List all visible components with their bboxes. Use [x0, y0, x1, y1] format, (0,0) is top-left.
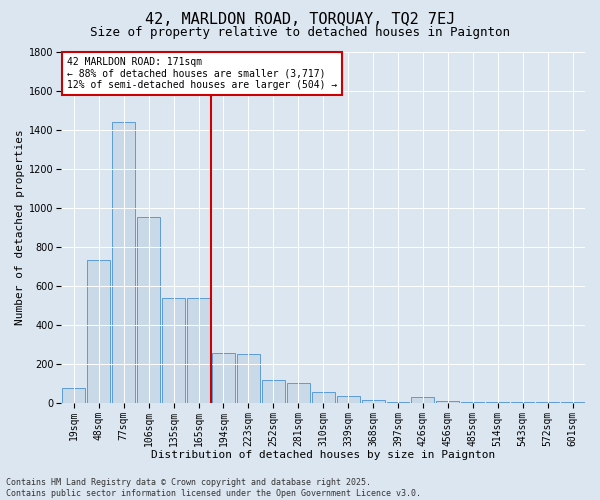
- Bar: [287, 384, 310, 403]
- Text: 42, MARLDON ROAD, TORQUAY, TQ2 7EJ: 42, MARLDON ROAD, TORQUAY, TQ2 7EJ: [145, 12, 455, 28]
- Bar: [511, 402, 534, 403]
- Bar: [212, 353, 235, 403]
- Bar: [162, 298, 185, 403]
- Bar: [137, 218, 160, 403]
- Text: 42 MARLDON ROAD: 171sqm
← 88% of detached houses are smaller (3,717)
12% of semi: 42 MARLDON ROAD: 171sqm ← 88% of detache…: [67, 57, 337, 90]
- Bar: [412, 397, 434, 403]
- X-axis label: Distribution of detached houses by size in Paignton: Distribution of detached houses by size …: [151, 450, 496, 460]
- Bar: [62, 388, 85, 403]
- Text: Size of property relative to detached houses in Paignton: Size of property relative to detached ho…: [90, 26, 510, 39]
- Bar: [461, 402, 484, 403]
- Bar: [436, 401, 460, 403]
- Bar: [88, 260, 110, 403]
- Bar: [362, 400, 385, 403]
- Bar: [561, 402, 584, 403]
- Bar: [262, 380, 285, 403]
- Y-axis label: Number of detached properties: Number of detached properties: [15, 130, 25, 325]
- Bar: [536, 402, 559, 403]
- Bar: [312, 392, 335, 403]
- Bar: [486, 402, 509, 403]
- Bar: [237, 354, 260, 403]
- Text: Contains HM Land Registry data © Crown copyright and database right 2025.
Contai: Contains HM Land Registry data © Crown c…: [6, 478, 421, 498]
- Bar: [386, 402, 409, 403]
- Bar: [112, 122, 135, 403]
- Bar: [187, 298, 210, 403]
- Bar: [337, 396, 359, 403]
